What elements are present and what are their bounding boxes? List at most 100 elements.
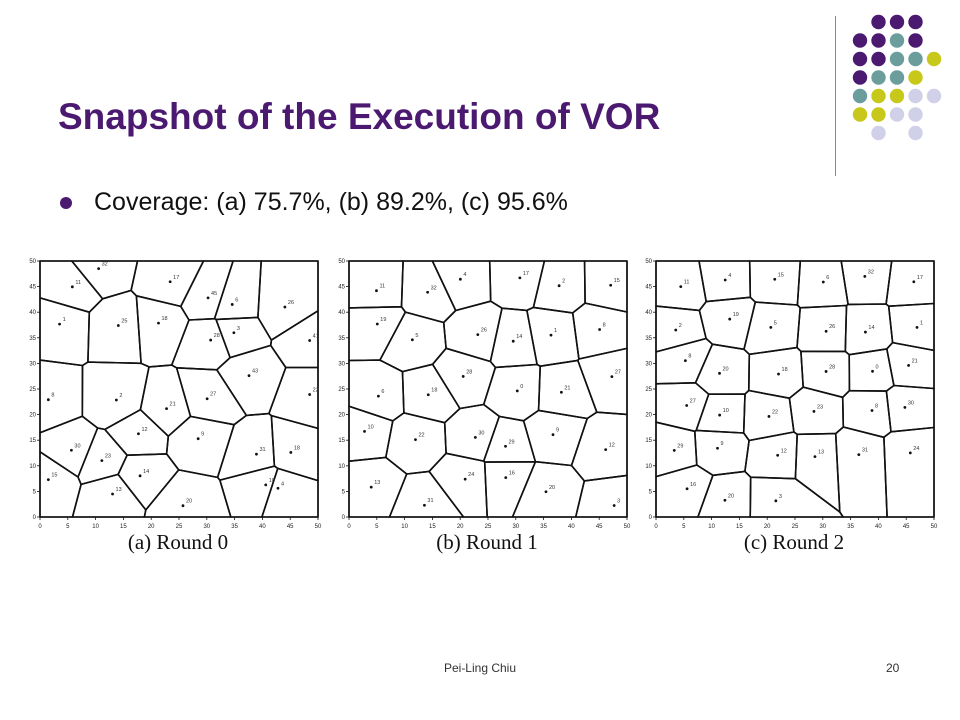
sensor-node-label: 6	[826, 275, 829, 281]
sensor-node-label: 29	[677, 443, 683, 449]
sensor-node-label: 1	[920, 320, 923, 326]
sensor-node-label: 27	[210, 392, 216, 398]
sensor-node	[549, 333, 553, 337]
sensor-node	[598, 328, 602, 331]
decorative-dot	[908, 51, 923, 67]
sensor-node	[813, 455, 817, 458]
y-tick-label: 40	[645, 310, 652, 316]
sensor-node	[476, 333, 480, 337]
x-tick-label: 0	[654, 524, 658, 530]
decorative-dot	[871, 88, 886, 104]
sensor-node-label: 21	[912, 358, 918, 364]
x-tick-label: 45	[596, 524, 603, 530]
sensor-node-label: 12	[141, 427, 147, 433]
sensor-node	[769, 325, 773, 329]
sensor-node-label: 25	[121, 318, 127, 324]
sensor-node	[426, 290, 430, 294]
x-tick-label: 5	[682, 524, 686, 530]
sensor-node-label: 4	[463, 272, 466, 278]
decorative-dot	[908, 107, 923, 122]
decorative-dot	[871, 70, 886, 85]
sensor-node	[247, 374, 251, 378]
sensor-node	[672, 449, 676, 452]
sensor-node	[209, 338, 213, 342]
sensor-node-label: 22	[418, 433, 424, 439]
voronoi-cell	[886, 341, 935, 390]
sensor-node	[276, 486, 280, 490]
sensor-node	[777, 372, 780, 376]
sensor-node	[870, 409, 874, 412]
sensor-node	[774, 499, 778, 503]
sensor-node	[230, 303, 234, 306]
sensor-node-label: 26	[829, 324, 835, 330]
sensor-node-label: 20	[549, 485, 555, 491]
decorative-dot	[908, 88, 923, 104]
sensor-node-label: 45	[211, 291, 217, 297]
sensor-node-label: 13	[818, 450, 824, 456]
sensor-node-label: 5	[415, 333, 418, 339]
x-tick-label: 10	[92, 524, 99, 530]
sensor-node	[908, 451, 912, 455]
sensor-node-label: 28	[829, 364, 835, 370]
sensor-node-label: 30	[478, 430, 484, 436]
sensor-node	[414, 438, 417, 442]
y-tick-label: 35	[338, 336, 345, 342]
y-tick-label: 25	[338, 387, 345, 393]
sensor-node	[181, 504, 185, 508]
x-tick-label: 15	[120, 524, 127, 530]
sensor-node	[915, 325, 919, 329]
sensor-node	[206, 296, 210, 300]
x-tick-label: 25	[176, 524, 183, 530]
y-tick-label: 20	[29, 413, 36, 419]
x-tick-label: 45	[287, 524, 294, 530]
x-tick-label: 25	[792, 524, 799, 530]
decorative-dot	[908, 70, 923, 85]
sensor-node	[426, 393, 430, 397]
sensor-node-label: 32	[431, 285, 437, 291]
voronoi-cell	[261, 467, 319, 518]
sensor-node-label: 3	[617, 499, 620, 505]
sensor-node	[369, 485, 373, 489]
sensor-node-label: 8	[875, 404, 878, 410]
y-tick-label: 20	[645, 413, 652, 419]
x-tick-label: 40	[259, 524, 266, 530]
sensor-node-label: 24	[468, 472, 474, 478]
y-tick-label: 15	[29, 438, 36, 444]
sensor-node	[116, 324, 120, 327]
sensor-node	[264, 483, 268, 487]
x-tick-label: 10	[401, 524, 408, 530]
sensor-node	[410, 338, 414, 342]
decorative-dot	[852, 70, 868, 85]
sensor-node	[504, 476, 508, 480]
y-tick-label: 25	[29, 387, 36, 393]
decorative-dot	[889, 33, 905, 48]
sensor-node	[232, 331, 236, 335]
sensor-node	[604, 448, 608, 452]
sensor-node	[100, 459, 104, 463]
y-tick-label: 35	[645, 336, 652, 342]
sensor-node-label: 31	[862, 448, 868, 454]
figure-caption: (c) Round 2	[743, 530, 845, 554]
sensor-node	[46, 478, 50, 482]
sensor-node-label: 3	[237, 326, 240, 332]
sensor-node	[723, 278, 727, 282]
sensor-node-label: 27	[615, 370, 621, 376]
y-tick-label: 20	[338, 413, 345, 419]
sensor-node	[458, 277, 462, 281]
voronoi-cell	[577, 347, 628, 416]
decorative-dot	[889, 14, 905, 30]
y-tick-label: 30	[645, 361, 652, 367]
sensor-node	[137, 432, 140, 436]
sensor-node-label: 2	[679, 323, 682, 329]
sensor-node-label: 20	[186, 499, 192, 505]
sensor-node	[612, 504, 616, 507]
bullet-marker	[60, 196, 72, 209]
x-tick-label: 20	[457, 524, 464, 530]
sensor-node	[679, 285, 683, 289]
y-tick-label: 40	[338, 310, 345, 316]
decorative-divider-line	[835, 16, 836, 176]
sensor-node	[70, 285, 74, 289]
sensor-node	[255, 452, 258, 456]
sensor-node-label: 21	[564, 385, 570, 391]
decorative-dot	[852, 88, 868, 104]
